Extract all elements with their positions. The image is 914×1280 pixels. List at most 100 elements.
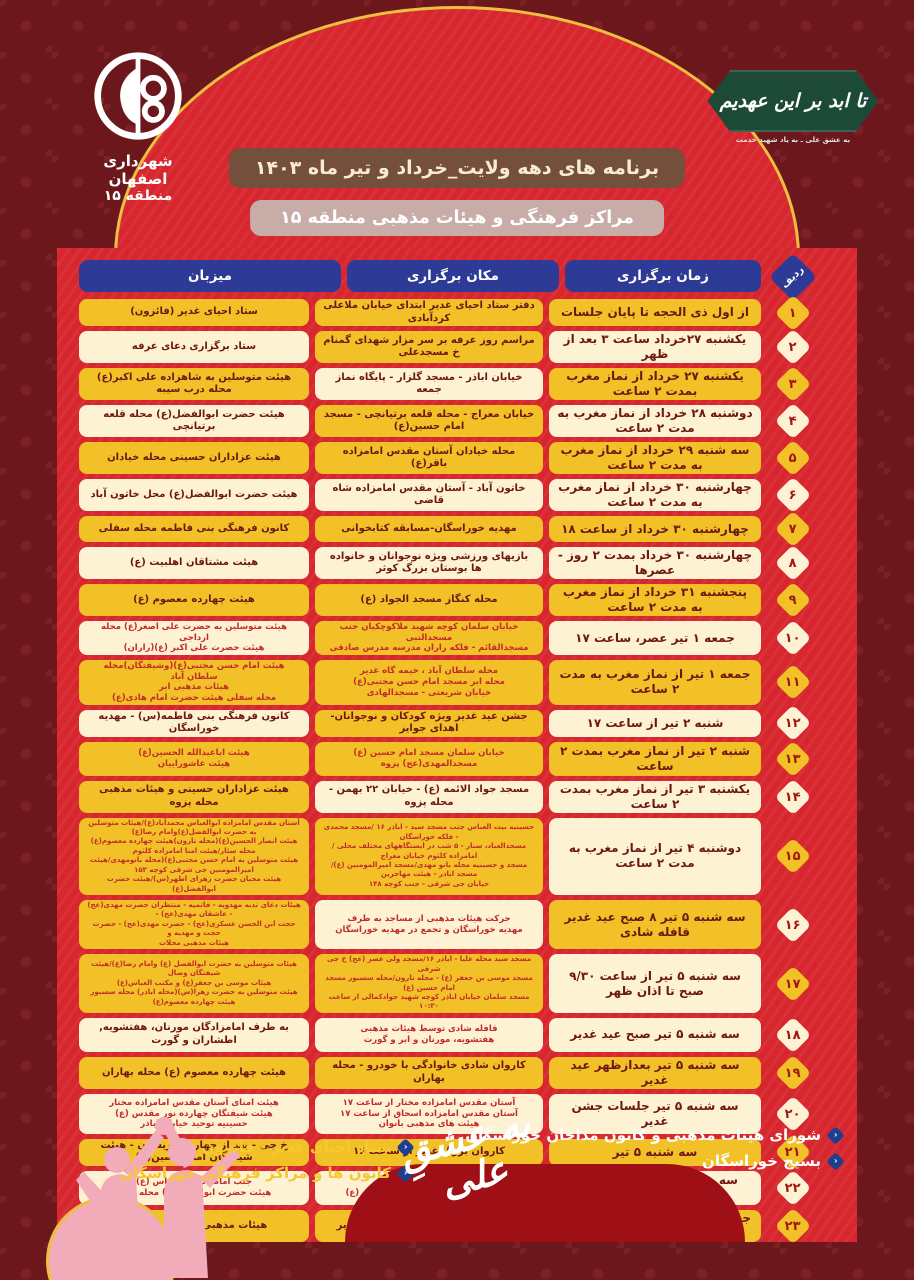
row-number: ۱۶ bbox=[785, 917, 801, 933]
place-cell: مراسم روز عرفه بر سر مزار شهدای گمنام خ … bbox=[315, 331, 543, 363]
municipality-brand: شهرداری اصفهان منطقه ۱۵ bbox=[72, 48, 204, 204]
host-cell: کانون فرهنگی بنی فاطمه(س) - مهدیه خوراسگ… bbox=[79, 709, 309, 737]
table-row: ۱۲ شنبه ۲ تیر از ساعت ۱۷ جشن عید غدیر ویژه… bbox=[79, 704, 819, 742]
host-cell: به طرف امامزادگان مورنان، هفتشویه, اطشار… bbox=[79, 1017, 309, 1052]
time-cell: چهارشنبه ۳۰ خرداد از ساعت ۱۸ bbox=[549, 516, 761, 542]
ghadir-figures-silhouette bbox=[76, 1117, 240, 1278]
poster-subtitle: مراکز فرهنگی و هیئات مذهبی منطقه ۱۵ bbox=[250, 200, 664, 236]
table-row: ۵ سه شنبه ۲۹ خرداد از نماز مغرب به مدت ۲ … bbox=[79, 439, 819, 477]
row-number-diamond: ۱۶ bbox=[774, 906, 812, 943]
footer-item: ‹ کانون ها و مراکز فرهنگی خوراسگان bbox=[120, 1163, 415, 1183]
row-number: ۱۷ bbox=[785, 976, 801, 991]
host-cell: هیئت حضرت ابوالفضل(ع) محله قلعه برتیانچی bbox=[79, 405, 309, 437]
place-cell: محله سلطان آباد ، خیمه گاه غدیر محله ابر… bbox=[315, 660, 543, 705]
place-cell: کاروان بزرگ غدیر از ساعت ۱۶ bbox=[315, 1138, 543, 1166]
row-number-diamond: ۶ bbox=[774, 476, 812, 514]
time-cell: سه شنبه ۵ تیر bbox=[549, 1138, 761, 1166]
district-label: منطقه ۱۵ bbox=[103, 188, 173, 204]
time-cell: سه شنبه ۵ تیر ۸ صبح عید غدیر قافله شادی bbox=[549, 900, 761, 950]
footer-item: ‹ بسیج خوراسگان bbox=[465, 1151, 845, 1171]
host-cell: هیئات متوسلین به حضرت ابوالفضل (ع) وامام… bbox=[79, 954, 309, 1013]
row-number: ۷ bbox=[789, 521, 797, 537]
footer-item-label: شورای هیئات مذهبی و کانون مداحان خوراسگا… bbox=[465, 1126, 821, 1144]
host-cell: ستاد احیای غدیر (فائزون) bbox=[79, 299, 309, 326]
place-cell: دفتر ستاد احیای غدیر ابتدای خیابان ملاعل… bbox=[315, 299, 543, 326]
row-number-diamond: ۷ bbox=[774, 510, 812, 548]
time-cell: دوشنبه ۲۸ خرداد از نماز مغرب به مدت ۲ سا… bbox=[549, 405, 761, 437]
place-cell: مسجد جواد الائمه (ع) - خیابان ۲۲ بهمن - … bbox=[315, 780, 543, 813]
radif-header-wrap: ردیف bbox=[767, 252, 819, 302]
table-row: ۱۹ سه شنبه ۵ تیر بعدازظهر عید غدیر کاروان … bbox=[79, 1054, 819, 1092]
place-cell: حرکت هیئات مذهبی از مساجد به طرف مهدیه خ… bbox=[315, 900, 543, 950]
row-number: ۱۲ bbox=[785, 715, 801, 731]
badge-calligraphy: تا ابد بر این عهدیم bbox=[719, 90, 867, 112]
time-cell: یکشنبه ۳ تیر از نماز مغرب بمدت ۲ ساعت bbox=[549, 780, 761, 813]
host-cell: هیئت حضرت ابوالفضل(ع) محل خاتون آباد bbox=[79, 479, 309, 511]
time-cell: سه شنبه ۵ تیر از ساعت ۹/۳۰ صبح تا اذان ظ… bbox=[549, 954, 761, 1013]
time-column-header: زمان برگزاری bbox=[565, 260, 761, 292]
time-cell: پنجشنبه ۳۱ خرداد از نماز مغرب به مدت ۲ س… bbox=[549, 584, 761, 616]
row-number-diamond: ۱۹ bbox=[774, 1054, 812, 1092]
row-number-diamond: ۵ bbox=[774, 439, 812, 477]
host-cell: هیئت اباعبدالله الحسین(ع) هیئت عاشوراییا… bbox=[79, 741, 309, 776]
table-row: ۷ چهارشنبه ۳۰ خرداد از ساعت ۱۸ مهدیه خوراس… bbox=[79, 510, 819, 548]
table-header-row: ردیف زمان برگزاری مکان برگزاری میزبان bbox=[79, 252, 819, 302]
place-cell: کاروان شادی خانوادگی با خودرو - محله بها… bbox=[315, 1056, 543, 1089]
time-cell: سه شنبه ۵ تیر بعدازظهر عید غدیر bbox=[549, 1056, 761, 1089]
table-row: ۲ یکشنبه ۲۷خرداد ساعت ۳ بعد از ظهر مراسم ر… bbox=[79, 328, 819, 366]
row-number: ۲۲ bbox=[785, 1180, 801, 1196]
place-cell: آستان مقدس امامزاده مختار از ساعت ۱۷ آست… bbox=[315, 1093, 543, 1134]
place-cell: محله خیادان آستان مقدس امامزاده باقر(ع) bbox=[315, 442, 543, 474]
badge-subtitle: به عشق علی ـ به یاد شهید خدمت bbox=[735, 136, 851, 144]
row-number: ۳ bbox=[789, 376, 797, 392]
table-row: ۸ چهارشنبه ۳۰ خرداد بمدت ۲ روز - عصرها باز… bbox=[79, 544, 819, 582]
table-row: ۱۶ سه شنبه ۵ تیر ۸ صبح عید غدیر قافله شاد… bbox=[79, 900, 819, 950]
row-number-diamond: ۱۴ bbox=[774, 778, 812, 815]
place-cell: خیابان معراج - محله قلعه برتیانچی - مسجد… bbox=[315, 405, 543, 437]
place-cell: مسجد سید محله علیا - اباذر ۱۶/مسجد ولی ع… bbox=[315, 954, 543, 1013]
row-number: ۹ bbox=[789, 592, 797, 608]
row-number: ۱۵ bbox=[785, 848, 801, 864]
host-cell: هیئت متوسلین به حضرت علی اصغر(ع) محله ار… bbox=[79, 621, 309, 655]
row-number-diamond: ۱۸ bbox=[774, 1016, 812, 1054]
row-number: ۵ bbox=[789, 450, 797, 466]
place-cell: حسینیه بیت العباس جنب مسجد سید - اباذر ۱… bbox=[315, 817, 543, 895]
row-number: ۱۹ bbox=[785, 1065, 801, 1081]
place-cell: قافله شادی توسط هیئات مذهبی هفتشویه، مور… bbox=[315, 1017, 543, 1052]
time-cell: یکشنبه ۲۷ خرداد از نماز مغرب بمدت ۲ ساعت bbox=[549, 368, 761, 400]
host-column-header: میزبان bbox=[79, 260, 341, 292]
row-number: ۶ bbox=[789, 487, 797, 503]
table-row: ۱۴ یکشنبه ۳ تیر از نماز مغرب بمدت ۲ ساعت م… bbox=[79, 778, 819, 815]
place-cell: مهدیه خوراسگان-مسابقه کتابخوانی bbox=[315, 516, 543, 542]
footer-item: ‹ شورای هیئات مذهبی و کانون مداحان خوراس… bbox=[465, 1125, 845, 1145]
row-number: ۱۳ bbox=[785, 751, 801, 766]
place-cell: محله کنگاز مسجد الجواد (ع) bbox=[315, 584, 543, 616]
table-row: ۱ از اول ذی الحجه تا پایان جلسات دفتر ستاد… bbox=[79, 294, 819, 331]
host-cell: ستاد برگزاری دعای عرفه bbox=[79, 331, 309, 363]
time-cell: سه شنبه ۵ تیر جلسات جشن غدیر bbox=[549, 1093, 761, 1134]
host-cell: کانون فرهنگی بنی فاطمه محله سفلی bbox=[79, 516, 309, 542]
time-cell: جمعه ۱ تیر از نماز مغرب به مدت ۲ ساعت bbox=[549, 660, 761, 705]
host-cell: هیئت متوسلین به شاهزاده علی اکبر(ع) محله… bbox=[79, 368, 309, 400]
row-number: ۲ bbox=[789, 339, 797, 355]
badge-hexagon: تا ابد بر این عهدیم bbox=[707, 70, 879, 132]
time-cell: شنبه ۲ تیر از ساعت ۱۷ bbox=[549, 709, 761, 737]
radif-header-label: ردیف bbox=[779, 263, 807, 291]
table-row: ۲۰ سه شنبه ۵ تیر جلسات جشن غدیر آستان مقدس… bbox=[79, 1093, 819, 1134]
host-cell: هیئت امام حسن مجتبی(ع)(وشیفتگان)محله سلط… bbox=[79, 660, 309, 705]
place-cell: بازیهای ورزشی ویژه نوجوانان و خانواده ها… bbox=[315, 547, 543, 579]
row-number: ۱۴ bbox=[785, 789, 801, 804]
row-number-diamond: ۱ bbox=[774, 294, 812, 331]
row-number-diamond: ۸ bbox=[774, 544, 812, 582]
place-cell: خاتون آباد - آستان مقدس امامزاده شاه قاض… bbox=[315, 479, 543, 511]
table-row: ۱۸ سه شنبه ۵ تیر صبح عید غدیر قافله شادی ت… bbox=[79, 1016, 819, 1054]
row-number-diamond: ۱۳ bbox=[774, 740, 812, 777]
isfahan-municipality-logo bbox=[94, 52, 182, 140]
host-cell: آستان مقدس امامزاده ابوالعباس محمدآباد(ع… bbox=[79, 817, 309, 895]
footer-organizers-right: ‹ شورای هیئات مذهبی و کانون مداحان خوراس… bbox=[465, 1125, 845, 1171]
footer-organizers-left: ‹ ستاد احیای غدیر - فائزون ‹ کانون ها و … bbox=[120, 1137, 415, 1183]
row-number-diamond: ۱۲ bbox=[774, 704, 812, 742]
table-row: ۴ دوشنبه ۲۸ خرداد از نماز مغرب به مدت ۲ س… bbox=[79, 402, 819, 440]
table-row: ۱۵ دوشنبه ۴ تیر از نماز مغرب به مدت ۲ ساع… bbox=[79, 817, 819, 895]
